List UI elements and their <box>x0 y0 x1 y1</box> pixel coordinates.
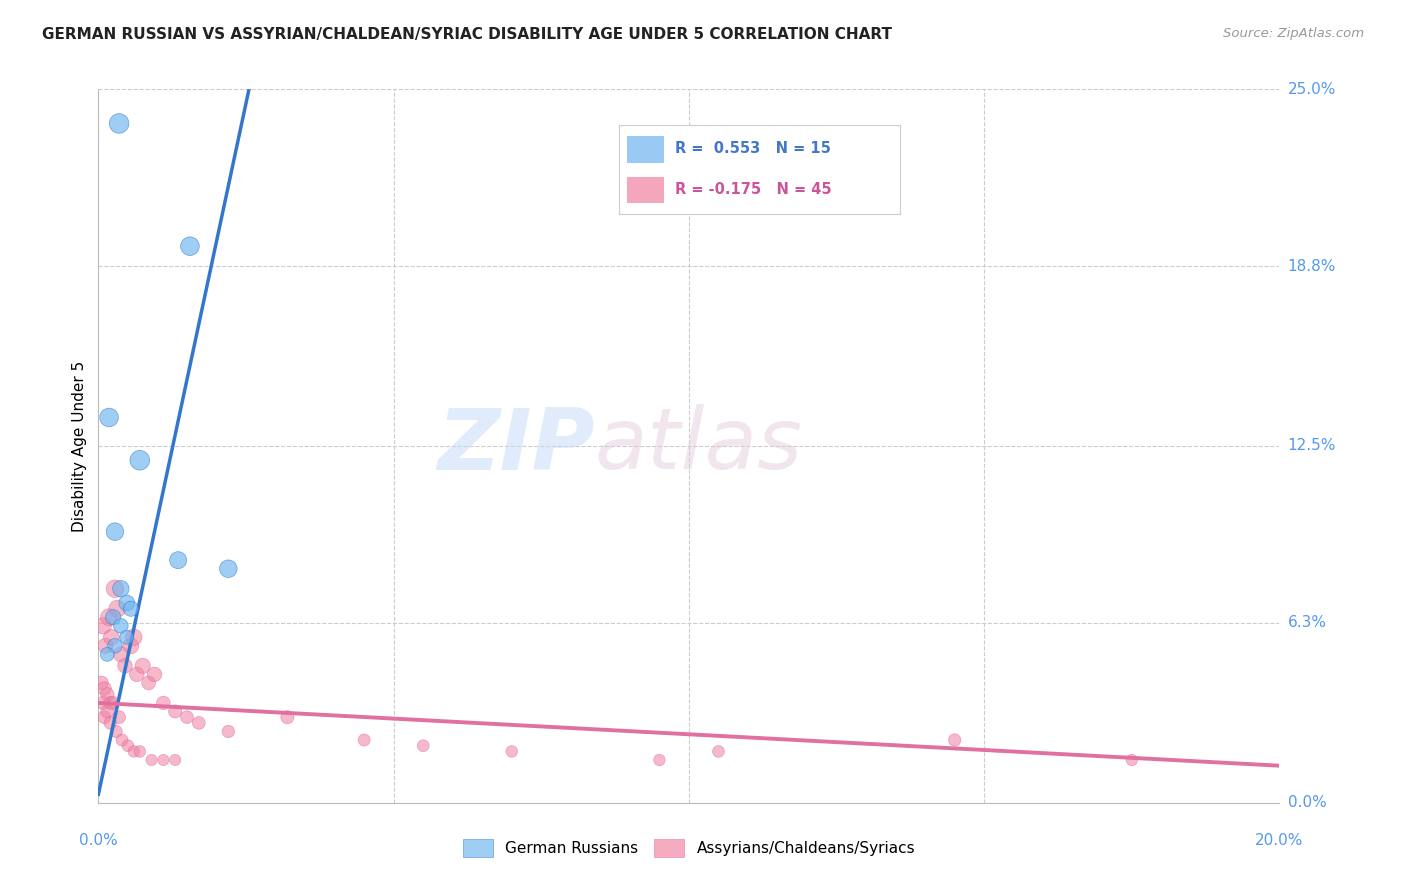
Point <box>110 582 132 596</box>
Point <box>943 733 966 747</box>
Point <box>90 676 112 690</box>
Point <box>707 744 730 758</box>
Point <box>138 676 160 690</box>
Legend: German Russians, Assyrians/Chaldeans/Syriacs: German Russians, Assyrians/Chaldeans/Syr… <box>457 833 921 863</box>
Point <box>648 753 671 767</box>
Point <box>141 753 163 767</box>
Text: Source: ZipAtlas.com: Source: ZipAtlas.com <box>1223 27 1364 40</box>
Point <box>115 630 138 644</box>
Text: 0.0%: 0.0% <box>79 833 118 848</box>
Point <box>353 733 375 747</box>
Point <box>103 610 125 624</box>
Point <box>115 596 138 610</box>
Point <box>217 562 239 576</box>
Point <box>98 696 121 710</box>
Text: R =  0.553   N = 15: R = 0.553 N = 15 <box>675 142 831 156</box>
Point <box>96 705 118 719</box>
Point <box>103 696 125 710</box>
Point <box>96 687 118 701</box>
Text: ZIP: ZIP <box>437 404 595 488</box>
Bar <box>627 177 664 203</box>
Point <box>114 658 136 673</box>
Point <box>165 705 187 719</box>
Text: 25.0%: 25.0% <box>1288 82 1336 96</box>
Point <box>104 639 127 653</box>
Point <box>187 715 209 730</box>
Point <box>120 639 142 653</box>
Point <box>111 733 134 747</box>
Text: 18.8%: 18.8% <box>1288 259 1336 274</box>
Text: 20.0%: 20.0% <box>1256 833 1303 848</box>
Point <box>152 753 174 767</box>
Text: atlas: atlas <box>595 404 803 488</box>
Point <box>104 582 127 596</box>
Point <box>120 601 142 615</box>
Point <box>110 619 132 633</box>
Point <box>122 630 145 644</box>
Point <box>176 710 198 724</box>
Point <box>98 610 121 624</box>
Point <box>96 648 118 662</box>
Text: 0.0%: 0.0% <box>1288 796 1326 810</box>
Point <box>91 619 114 633</box>
Point <box>104 524 127 539</box>
Point <box>132 658 155 673</box>
Bar <box>627 136 664 163</box>
Point <box>143 667 166 681</box>
Point <box>128 453 150 467</box>
Point <box>117 739 139 753</box>
Point <box>217 724 239 739</box>
Point <box>98 410 121 425</box>
Point <box>94 639 117 653</box>
Point <box>108 710 131 724</box>
Text: 12.5%: 12.5% <box>1288 439 1336 453</box>
Point <box>1121 753 1143 767</box>
Point <box>110 648 132 662</box>
Text: R = -0.175   N = 45: R = -0.175 N = 45 <box>675 182 831 196</box>
Point <box>93 710 115 724</box>
Point <box>276 710 298 724</box>
Y-axis label: Disability Age Under 5: Disability Age Under 5 <box>72 360 87 532</box>
Point <box>100 630 122 644</box>
Point <box>108 116 131 130</box>
Point <box>412 739 434 753</box>
Text: GERMAN RUSSIAN VS ASSYRIAN/CHALDEAN/SYRIAC DISABILITY AGE UNDER 5 CORRELATION CH: GERMAN RUSSIAN VS ASSYRIAN/CHALDEAN/SYRI… <box>42 27 893 42</box>
Point <box>165 753 187 767</box>
Point <box>105 724 128 739</box>
Point <box>98 715 121 730</box>
Point <box>91 696 114 710</box>
Point <box>179 239 201 253</box>
Point <box>122 744 145 758</box>
Point <box>128 744 150 758</box>
Point <box>125 667 148 681</box>
Point <box>93 681 115 696</box>
Point <box>105 601 128 615</box>
Point <box>501 744 523 758</box>
Text: 6.3%: 6.3% <box>1288 615 1327 631</box>
Point <box>152 696 174 710</box>
Point <box>167 553 190 567</box>
